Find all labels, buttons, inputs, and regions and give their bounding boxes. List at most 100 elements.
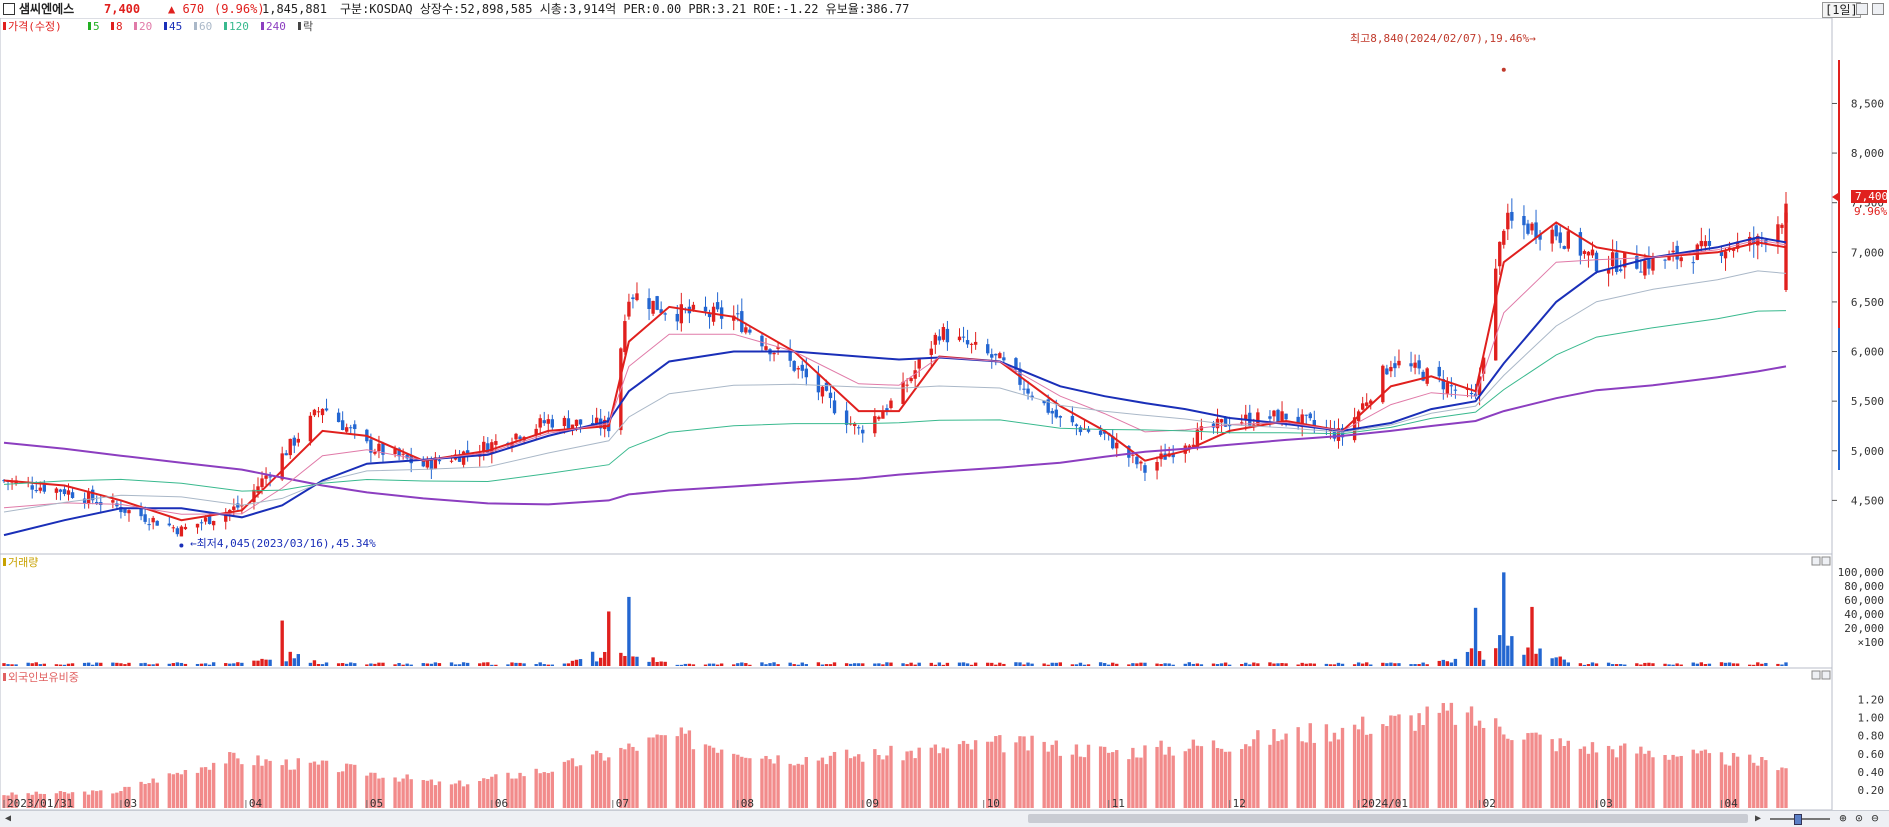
foreign-bar xyxy=(369,772,373,808)
candle-body xyxy=(308,415,313,442)
candle-body xyxy=(175,528,180,535)
candle-body xyxy=(167,523,171,526)
volume-panel-maximize-button[interactable] xyxy=(1811,556,1821,566)
volume-bar xyxy=(1268,662,1272,666)
foreign-bar xyxy=(1223,751,1228,808)
candle-body xyxy=(1558,232,1562,243)
volume-bar xyxy=(1776,663,1780,666)
candle-body xyxy=(994,353,998,356)
volume-bar xyxy=(1731,663,1736,666)
foreign-bar xyxy=(1195,745,1200,808)
volume-bar xyxy=(905,664,909,666)
volume-bar xyxy=(1614,664,1619,666)
candle-body xyxy=(268,476,272,478)
volume-bar xyxy=(1369,664,1373,666)
price-y-tick-label: 8,000 xyxy=(1851,147,1884,160)
zoom-out-icon[interactable]: ⊖ xyxy=(1871,811,1879,825)
menu-checkbox[interactable] xyxy=(3,3,15,15)
scroll-left-arrow[interactable]: ◀ xyxy=(4,813,12,824)
volume-bar xyxy=(1465,651,1470,666)
candle-body xyxy=(1510,211,1514,221)
foreign-bar xyxy=(1280,739,1284,808)
candle-body xyxy=(744,327,748,333)
volume-panel-close-button[interactable] xyxy=(1821,556,1831,566)
volume-bar xyxy=(175,662,180,666)
candle-body xyxy=(1393,363,1397,369)
foreign-bar xyxy=(574,766,579,808)
candle-body xyxy=(800,364,804,371)
foreign-panel-close-button[interactable] xyxy=(1821,670,1831,680)
close-button[interactable] xyxy=(1872,3,1884,15)
interval-badge[interactable]: [1일] xyxy=(1822,2,1861,18)
volume-bar xyxy=(1417,664,1421,666)
zoom-slider-knob[interactable] xyxy=(1794,814,1802,825)
foreign-bar xyxy=(1647,750,1651,808)
candle-body xyxy=(1385,368,1389,375)
scroll-right-arrow[interactable]: ▶ xyxy=(1754,813,1762,824)
stock-chart[interactable]: 가격(수정) 5 8 20 45 60 120 240 락 거래량 외국인보유비중 4,500… xyxy=(0,18,1889,810)
volume-bar xyxy=(151,664,155,666)
candle-body xyxy=(1413,362,1417,368)
volume-bar xyxy=(679,664,684,666)
foreign-bar xyxy=(1127,759,1131,808)
volume-y-tick-label: 80,000 xyxy=(1844,580,1884,593)
foreign-bar xyxy=(494,774,498,808)
candle-body xyxy=(764,346,768,350)
volume-y-tick-label: 60,000 xyxy=(1844,594,1884,607)
candle-body xyxy=(1614,252,1619,272)
ma-legend-label: 240 xyxy=(266,20,286,33)
foreign-panel-maximize-button[interactable] xyxy=(1811,670,1821,680)
foreign-bar xyxy=(655,734,659,808)
volume-bar xyxy=(457,664,462,666)
maximize-button[interactable] xyxy=(1856,3,1868,15)
foreign-bar xyxy=(990,741,994,808)
candle-body xyxy=(844,410,849,425)
foreign-bar xyxy=(1215,748,1220,808)
x-tick-label: 03 xyxy=(124,797,137,810)
candle-body xyxy=(1086,428,1091,432)
volume-bar xyxy=(1639,664,1643,666)
volume-bar xyxy=(1610,664,1615,666)
volume-bar xyxy=(1195,663,1200,666)
volume-bar xyxy=(1143,662,1147,666)
candle-body xyxy=(1530,223,1534,231)
volume-bar xyxy=(195,663,200,666)
candle-body xyxy=(969,343,974,345)
foreign-bar xyxy=(1494,718,1498,808)
volume-bar xyxy=(1272,663,1276,666)
foreign-bar xyxy=(86,794,91,808)
zoom-in-icon[interactable]: ⊕ xyxy=(1839,811,1847,825)
ma-legend-label: 8 xyxy=(116,20,123,33)
volume-bar xyxy=(1102,663,1107,666)
zoom-reset-icon[interactable]: ⊙ xyxy=(1855,811,1863,825)
candle-body xyxy=(401,453,405,455)
foreign-bar xyxy=(1550,739,1554,808)
foreign-bar xyxy=(788,763,792,808)
scroll-thumb[interactable] xyxy=(1028,814,1748,823)
volume-bar xyxy=(296,654,300,666)
foreign-bar xyxy=(82,791,87,808)
foreign-bar xyxy=(1719,752,1724,808)
volume-bar xyxy=(994,664,998,666)
candle-body xyxy=(1219,419,1224,423)
volume-bar xyxy=(687,663,692,666)
candle-body xyxy=(1102,431,1107,434)
foreign-bar xyxy=(155,782,159,808)
horizontal-scrollbar[interactable]: ◀ ▶ ⊕ ⊙ ⊖ xyxy=(0,810,1889,827)
candle-body xyxy=(34,490,38,492)
foreign-bar xyxy=(171,774,176,808)
foreign-bar xyxy=(30,794,34,808)
volume-bar xyxy=(1494,648,1498,666)
volume-bar xyxy=(518,662,522,666)
candle-body xyxy=(127,510,131,514)
volume-bar xyxy=(155,663,159,666)
foreign-bar xyxy=(933,744,938,808)
volume-bar xyxy=(1695,663,1699,666)
volume-bar xyxy=(1070,664,1075,666)
foreign-bar xyxy=(506,772,510,808)
foreign-bar xyxy=(1026,750,1030,808)
candle-body xyxy=(957,336,962,341)
volume-bar xyxy=(659,661,663,666)
volume-bar xyxy=(397,663,401,666)
x-tick-label: 06 xyxy=(495,797,508,810)
